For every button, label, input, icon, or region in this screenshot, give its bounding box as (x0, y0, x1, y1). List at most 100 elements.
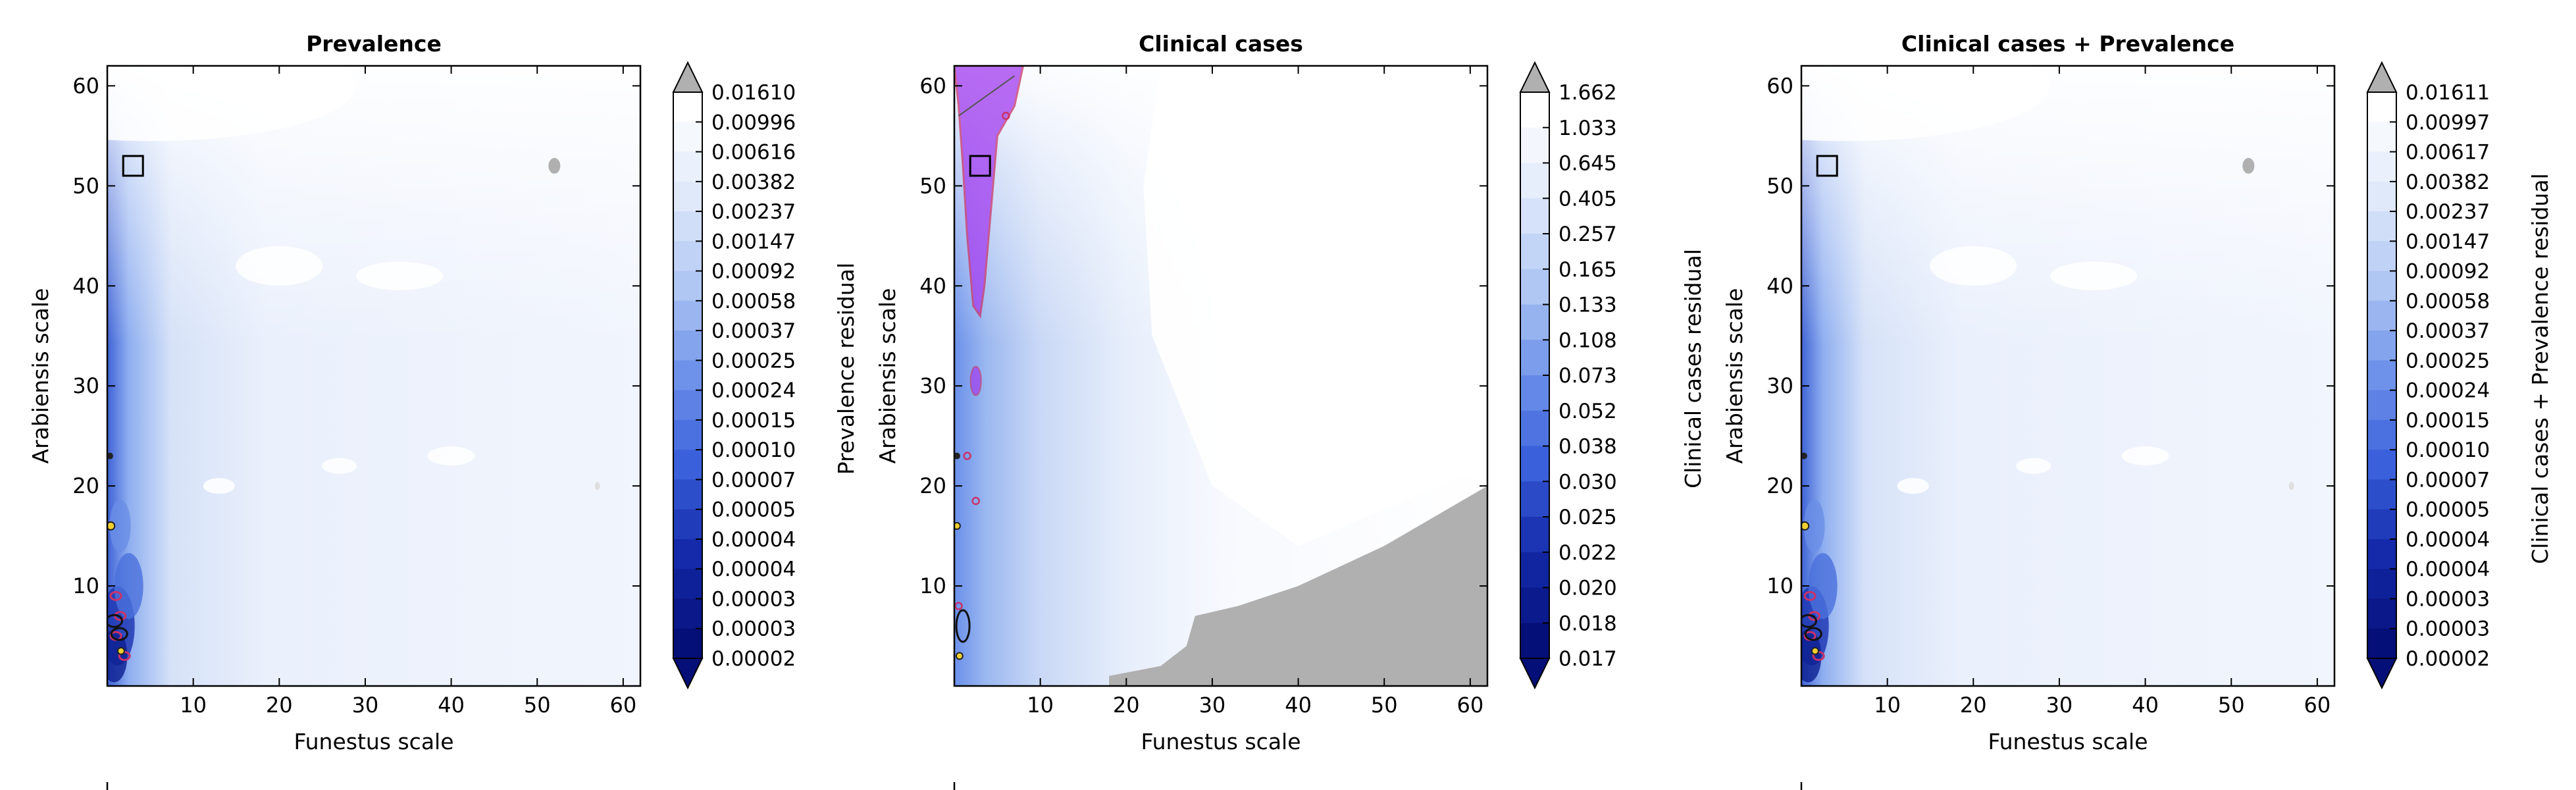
x-tick-label: 20 (1960, 693, 1987, 718)
chart-panel-1: 10 20 30 40 50 60 10 20 30 40 50 60 Prevalence Funest… (28, 31, 859, 790)
colorbar-segment (673, 450, 702, 480)
red-contour (1803, 591, 1816, 601)
y-axis-label: Arabiensis scale (875, 288, 900, 464)
colorbar-tick-label: 0.108 (1558, 329, 1617, 352)
colorbar-segment (2367, 479, 2396, 510)
white-region (236, 246, 323, 286)
y-tick-label: 10 (919, 573, 946, 598)
colorbar-extend-up-icon (1519, 61, 1551, 93)
red-contour (1002, 111, 1010, 120)
colorbar-tick-label: 0.00025 (2406, 349, 2490, 373)
colorbar-tick-label: 0.00382 (711, 171, 796, 194)
contour-field (1801, 66, 2334, 686)
y-tick-label: 60 (919, 73, 946, 98)
yellow-point (107, 521, 116, 531)
colorbar-segment (1520, 623, 1549, 659)
colorbar-segment (2367, 569, 2396, 599)
x-axis-label: Funestus scale (1988, 729, 2148, 754)
yellow-point (1801, 521, 1810, 531)
colorbar-segment (673, 122, 702, 153)
colorbar-segment (2367, 628, 2396, 659)
colorbar-tick-label: 0.052 (1558, 400, 1617, 423)
colorbar-tick-label: 0.025 (1558, 506, 1617, 529)
colorbar-tick-label: 0.00007 (711, 468, 796, 492)
x-tick-label: 20 (1113, 693, 1140, 718)
white-region (1897, 478, 1929, 494)
y-tick-label: 60 (72, 73, 99, 98)
colorbar-tick-label: 0.00002 (711, 647, 796, 671)
colorbar-tick-label: 0.405 (1558, 187, 1617, 211)
yellow-point (954, 521, 961, 530)
colorbar-tick-label: 0.022 (1558, 541, 1617, 565)
colorbar-segment (2367, 122, 2396, 153)
colorbar-segment (1520, 481, 1549, 517)
colorbar-tick-label: 0.00617 (2406, 141, 2490, 165)
colorbar-tick-label: 0.00092 (2406, 260, 2490, 284)
colorbar-tick-label: 0.00997 (2406, 111, 2490, 134)
colorbar-frame (2367, 92, 2397, 659)
colorbar-tick-label: 0.00237 (2406, 200, 2490, 224)
colorbar-tick-label: 0.00003 (711, 587, 796, 611)
white-region (2121, 446, 2169, 465)
colorbar-segment (2367, 92, 2396, 122)
colorbar-label: Clinical cases + Prevalence residual (2527, 173, 2553, 564)
x-tick-label: 30 (352, 693, 379, 718)
y-tick-label: 60 (1766, 73, 1793, 98)
colorbar-segment (673, 271, 702, 302)
colorbar-segment (2367, 390, 2396, 421)
y-tick-label: 30 (72, 373, 99, 398)
field-top-fade (107, 66, 640, 686)
y-tick-label: 40 (919, 273, 946, 298)
x-tick-label: 60 (1457, 693, 1484, 718)
colorbar-tick-label: 0.00015 (2406, 409, 2490, 433)
field-top-fade (1801, 66, 2334, 686)
colorbar-extend-up-icon (672, 61, 704, 93)
colorbar-segment (673, 241, 702, 272)
colorbar-tick-label: 0.00007 (2406, 468, 2490, 492)
y-axis-label: Arabiensis scale (1722, 288, 1747, 464)
colorbar-tick-label: 0.645 (1558, 152, 1617, 176)
colorbar-tick-label: 0.018 (1558, 612, 1617, 635)
x-tick-label: 40 (1285, 693, 1312, 718)
black-point (107, 452, 113, 460)
x-tick-label: 50 (2218, 693, 2245, 718)
colorbar-segment (673, 300, 702, 331)
colorbar-tick-label: 0.00004 (711, 528, 796, 552)
colorbar-segment (1520, 446, 1549, 482)
colorbar-tick-label: 1.033 (1558, 117, 1617, 140)
marker-square (1816, 155, 1838, 177)
dark-region (114, 553, 143, 619)
colorbar-segment (2367, 450, 2396, 480)
marker-square (969, 155, 991, 177)
colorbar-segment (2367, 419, 2396, 450)
colorbar-tick-label: 0.00616 (711, 141, 796, 165)
colorbar-segment (2367, 509, 2396, 540)
colorbar-segment (673, 479, 702, 510)
colorbar-tick-label: 0.00024 (2406, 379, 2490, 403)
white-region (1143, 66, 1487, 546)
colorbar-segment (673, 509, 702, 540)
white-region (2016, 458, 2051, 474)
colorbar-tick-label: 0.00147 (2406, 230, 2490, 253)
colorbar-tick-label: 0.073 (1558, 364, 1617, 388)
colorbar-segment (673, 598, 702, 629)
x-tick-label: 10 (1027, 693, 1054, 718)
colorbar-tick-label: 0.01611 (2406, 81, 2490, 105)
red-contour (109, 591, 122, 601)
x-tick-label: 20 (266, 693, 293, 718)
x-tick-label: 40 (2132, 693, 2159, 718)
colorbar-tick-label: 0.00024 (711, 379, 796, 403)
grey-region (2242, 157, 2255, 174)
colorbar-extend-up-icon (2366, 61, 2398, 93)
colorbar-tick-label: 0.00002 (2406, 647, 2490, 671)
colorbar-tick-label: 0.00092 (711, 260, 796, 284)
colorbar-tick-label: 0.00004 (2406, 528, 2490, 552)
colorbar-segment (673, 360, 702, 391)
chart-title: Clinical cases + Prevalence (1901, 31, 2234, 57)
colorbar-tick-label: 1.662 (1558, 81, 1617, 105)
x-axis-label: Funestus scale (294, 729, 453, 754)
chart-panel-2: 10 20 30 40 50 60 10 20 30 40 50 60 Clinical cases Fu… (875, 31, 1706, 790)
colorbar-segment (673, 628, 702, 659)
white-region (107, 66, 356, 142)
